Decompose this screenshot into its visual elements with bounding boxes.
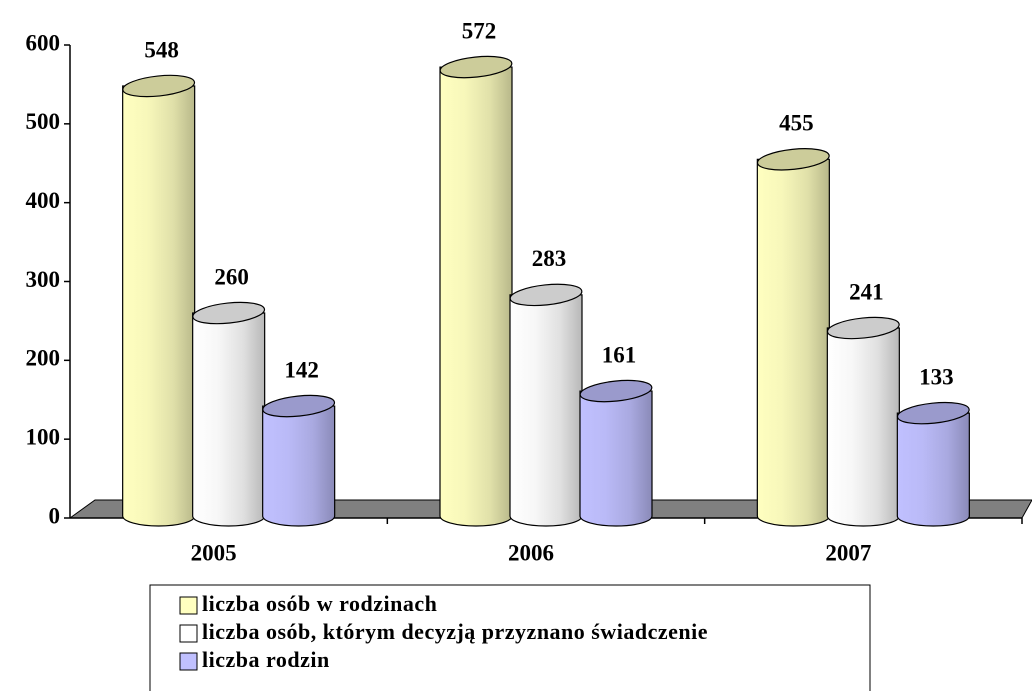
legend-label: liczba rodzin bbox=[202, 647, 330, 672]
bar bbox=[579, 390, 653, 527]
bar bbox=[122, 85, 196, 527]
bar-top bbox=[122, 74, 196, 98]
bar bbox=[439, 66, 513, 527]
data-label: 283 bbox=[532, 246, 567, 271]
legend-box bbox=[149, 584, 871, 691]
bar-top bbox=[262, 394, 336, 418]
x-tick-label: 2005 bbox=[191, 540, 237, 565]
bar-top bbox=[192, 301, 266, 325]
bar bbox=[896, 412, 970, 527]
data-label: 133 bbox=[919, 364, 954, 389]
data-label: 572 bbox=[462, 18, 497, 43]
data-label: 241 bbox=[849, 279, 884, 304]
bar-top bbox=[439, 55, 513, 79]
y-tick-label: 0 bbox=[49, 503, 61, 528]
bar bbox=[756, 158, 830, 527]
y-tick-label: 300 bbox=[26, 267, 61, 292]
bar-top bbox=[896, 401, 970, 425]
y-tick-label: 200 bbox=[26, 346, 61, 371]
x-tick-label: 2006 bbox=[508, 540, 554, 565]
data-label: 161 bbox=[602, 342, 637, 367]
bar-top bbox=[826, 316, 900, 340]
y-tick-label: 600 bbox=[26, 30, 61, 55]
y-tick-label: 400 bbox=[26, 188, 61, 213]
legend-swatch bbox=[179, 652, 198, 671]
data-label: 455 bbox=[779, 111, 814, 136]
data-label: 142 bbox=[284, 357, 319, 382]
bar-top bbox=[756, 148, 830, 171]
bar-top bbox=[509, 283, 583, 307]
x-tick-label: 2007 bbox=[825, 540, 871, 565]
legend-label: liczba osób, którym decyzją przyznano św… bbox=[202, 619, 708, 644]
bar bbox=[262, 405, 336, 527]
data-label: 548 bbox=[144, 37, 179, 62]
bar bbox=[509, 294, 583, 527]
y-tick-label: 500 bbox=[26, 109, 61, 134]
legend-swatch bbox=[179, 624, 198, 643]
y-tick-label: 100 bbox=[26, 424, 61, 449]
legend-swatch bbox=[179, 596, 198, 615]
bar bbox=[826, 327, 900, 527]
bar bbox=[192, 312, 266, 527]
bar-top bbox=[579, 379, 653, 403]
data-label: 260 bbox=[214, 264, 249, 289]
legend-label: liczba osób w rodzinach bbox=[202, 591, 437, 616]
